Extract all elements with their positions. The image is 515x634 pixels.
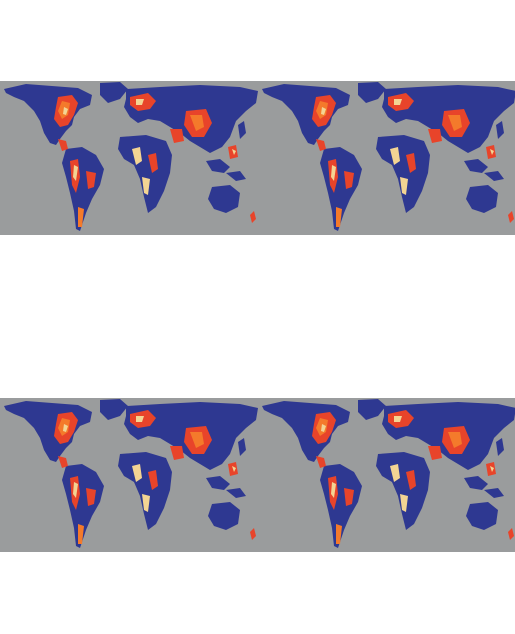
world-map-panel-top [0,81,515,235]
world-map-panel-bottom [0,398,515,552]
